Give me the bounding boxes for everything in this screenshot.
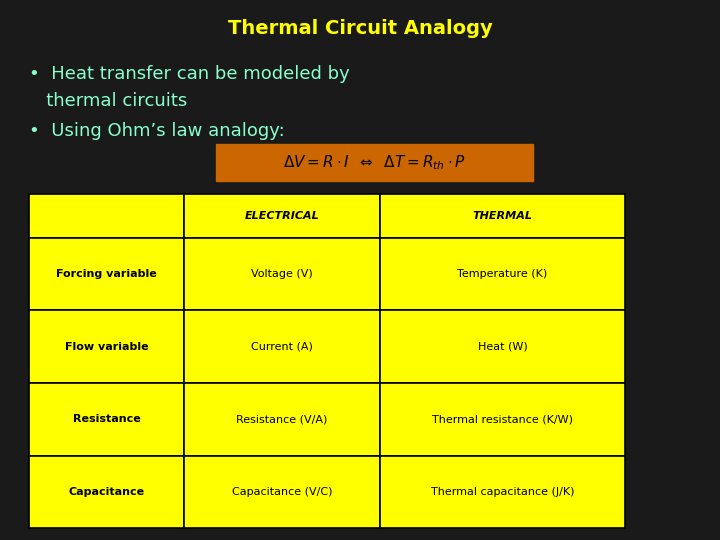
Bar bbox=[184, 383, 380, 456]
Bar bbox=[380, 310, 625, 383]
Text: Current (A): Current (A) bbox=[251, 342, 313, 352]
Text: •  Heat transfer can be modeled by: • Heat transfer can be modeled by bbox=[29, 65, 349, 83]
Text: Capacitance (V/C): Capacitance (V/C) bbox=[232, 487, 333, 497]
Text: Resistance: Resistance bbox=[73, 414, 140, 424]
Bar bbox=[380, 194, 625, 238]
Text: Temperature (K): Temperature (K) bbox=[457, 269, 547, 279]
Text: Forcing variable: Forcing variable bbox=[56, 269, 157, 279]
Text: •  Using Ohm’s law analogy:: • Using Ohm’s law analogy: bbox=[29, 122, 284, 139]
Bar bbox=[29, 238, 184, 310]
Text: Heat (W): Heat (W) bbox=[477, 342, 527, 352]
Bar bbox=[29, 310, 184, 383]
Bar bbox=[380, 383, 625, 456]
Text: Flow variable: Flow variable bbox=[65, 342, 148, 352]
Bar bbox=[380, 456, 625, 528]
Bar bbox=[29, 194, 184, 238]
Text: THERMAL: THERMAL bbox=[472, 211, 532, 221]
Bar bbox=[216, 144, 533, 181]
Text: ELECTRICAL: ELECTRICAL bbox=[245, 211, 320, 221]
Text: Thermal resistance (K/W): Thermal resistance (K/W) bbox=[432, 414, 573, 424]
Text: $\Delta V = R \cdot I \;\; \Leftrightarrow \;\; \Delta T = R_{th} \cdot P$: $\Delta V = R \cdot I \;\; \Leftrightarr… bbox=[283, 153, 466, 172]
Text: Resistance (V/A): Resistance (V/A) bbox=[236, 414, 328, 424]
Text: thermal circuits: thermal circuits bbox=[29, 92, 187, 110]
Text: Thermal capacitance (J/K): Thermal capacitance (J/K) bbox=[431, 487, 574, 497]
Text: Thermal Circuit Analogy: Thermal Circuit Analogy bbox=[228, 19, 492, 38]
Bar bbox=[29, 383, 184, 456]
Bar bbox=[184, 238, 380, 310]
Bar bbox=[184, 456, 380, 528]
Text: Capacitance: Capacitance bbox=[68, 487, 145, 497]
Bar bbox=[380, 238, 625, 310]
Text: Voltage (V): Voltage (V) bbox=[251, 269, 313, 279]
Bar bbox=[29, 456, 184, 528]
Bar bbox=[184, 194, 380, 238]
Bar bbox=[184, 310, 380, 383]
